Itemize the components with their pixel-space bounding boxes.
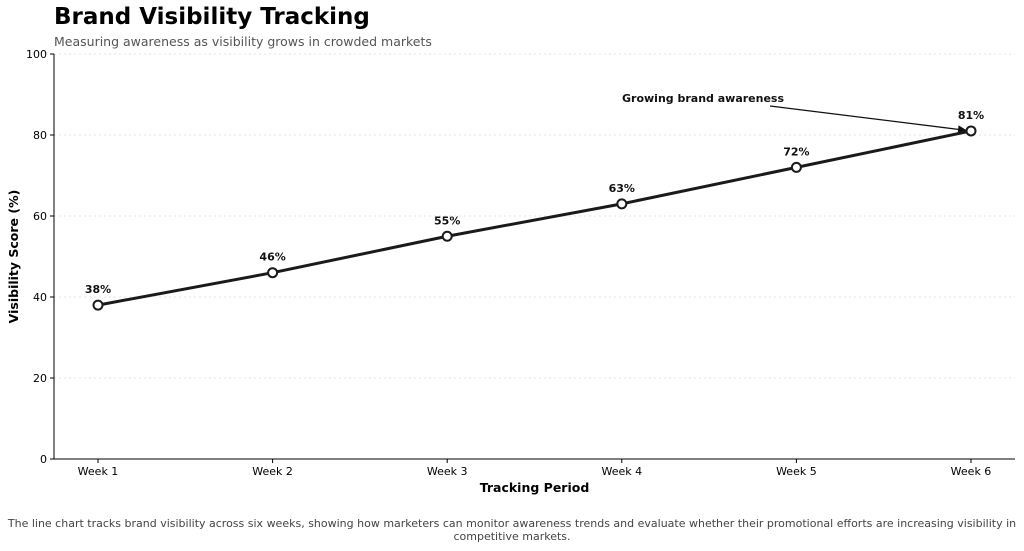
y-tick-label: 80 xyxy=(33,129,47,142)
y-tick-label: 60 xyxy=(33,210,47,223)
annotation-text: Growing brand awareness xyxy=(622,92,784,105)
y-tick-label: 20 xyxy=(33,372,47,385)
chart-caption: The line chart tracks brand visibility a… xyxy=(7,517,1017,543)
data-point xyxy=(790,161,802,173)
y-axis-label: Visibility Score (%) xyxy=(6,190,21,324)
data-label: 72% xyxy=(783,145,809,158)
data-point xyxy=(616,198,628,210)
data-point xyxy=(267,267,279,279)
data-label: 81% xyxy=(958,109,984,122)
axes xyxy=(53,54,1015,460)
annotation: Growing brand awareness xyxy=(622,92,968,134)
y-tick-label: 0 xyxy=(40,453,47,466)
y-tick-labels: 0 20 40 60 80 100 xyxy=(26,48,54,466)
x-axis-label: Tracking Period xyxy=(480,480,590,495)
data-label: 38% xyxy=(85,283,111,296)
data-label: 46% xyxy=(259,251,285,264)
x-tick-label: Week 5 xyxy=(776,465,817,478)
x-tick-label: Week 6 xyxy=(951,465,992,478)
data-markers xyxy=(92,125,977,311)
chart-title: Brand Visibility Tracking xyxy=(54,4,370,30)
y-tick-label: 100 xyxy=(26,48,47,61)
data-labels: 38% 46% 55% 63% 72% 81% xyxy=(85,109,984,296)
x-tick-label: Week 3 xyxy=(427,465,468,478)
y-tick-label: 40 xyxy=(33,291,47,304)
series-line xyxy=(97,129,972,307)
data-point xyxy=(441,230,453,242)
data-point xyxy=(965,125,977,137)
annotation-arrow-head xyxy=(957,125,968,134)
data-label: 63% xyxy=(609,182,635,195)
annotation-arrow-line xyxy=(769,105,962,131)
x-tick-label: Week 1 xyxy=(78,465,119,478)
data-label: 55% xyxy=(434,214,460,227)
grid-lines xyxy=(54,53,1015,379)
data-point xyxy=(92,299,104,311)
x-tick-label: Week 2 xyxy=(252,465,293,478)
chart-subtitle: Measuring awareness as visibility grows … xyxy=(54,34,432,49)
x-tick-labels: Week 1 Week 2 Week 3 Week 4 Week 5 Week 6 xyxy=(78,459,992,478)
x-tick-label: Week 4 xyxy=(601,465,642,478)
